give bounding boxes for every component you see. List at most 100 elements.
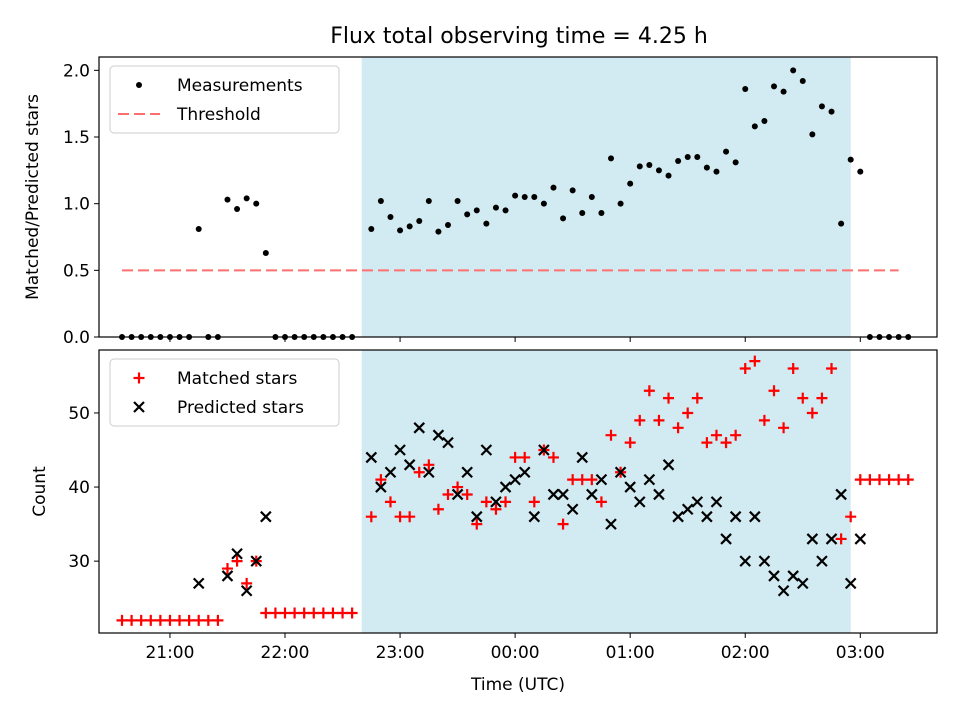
- matched-star-point: [758, 414, 770, 426]
- predicted-star-point: [768, 570, 780, 582]
- predicted-star-point: [633, 496, 646, 508]
- measurement-point: [569, 187, 576, 194]
- matched-star-point: [135, 614, 147, 626]
- predicted-star-point: [614, 466, 627, 479]
- matched-star-point: [605, 429, 617, 441]
- predicted-star-point: [413, 422, 426, 434]
- top-y-axis-label: Matched/Predicted stars: [23, 94, 43, 300]
- chart-title: Flux total observing time = 4.25 h: [330, 24, 708, 49]
- measurement-point: [464, 211, 471, 218]
- measurement-point: [531, 194, 538, 200]
- matched-star-point: [154, 614, 166, 626]
- measurement-point: [397, 227, 404, 234]
- measurement-point: [636, 163, 643, 170]
- predicted-star-point: [720, 533, 732, 545]
- x-tick-label: 01:00: [606, 643, 655, 663]
- predicted-star-point: [662, 459, 675, 471]
- matched-star-point: [691, 392, 703, 404]
- matched-star-point: [202, 614, 214, 626]
- matched-star-point: [826, 363, 838, 375]
- matched-star-point: [682, 407, 694, 419]
- measurement-point: [473, 207, 480, 214]
- matched-star-point: [634, 414, 646, 426]
- measurement-point: [588, 194, 595, 200]
- predicted-star-point: [825, 533, 838, 545]
- top-legend-box: [109, 65, 340, 134]
- measurement-point: [857, 168, 864, 175]
- matched-star-point: [816, 392, 828, 404]
- matched-star-point: [576, 474, 588, 486]
- x-axis-label: Time (UTC): [470, 675, 565, 695]
- predicted-star-point: [681, 503, 694, 516]
- measurement-point: [253, 200, 260, 207]
- predicted-star-point: [710, 496, 723, 508]
- matched-star-point: [490, 503, 502, 515]
- matched-star-point: [183, 614, 195, 626]
- matched-star-point: [365, 511, 377, 523]
- matched-star-point: [519, 451, 531, 463]
- bottom-legend: Matched stars Predicted stars: [109, 358, 340, 427]
- matched-star-point: [279, 607, 291, 619]
- legend-marker-predicted: [133, 401, 145, 413]
- measurement-point: [492, 204, 499, 211]
- predicted-star-point: [643, 473, 656, 486]
- matched-star-point: [653, 414, 665, 426]
- predicted-star-point: [231, 547, 243, 560]
- matched-star-point: [452, 481, 464, 493]
- predicted-star-point: [240, 584, 253, 597]
- bottom-series-1: [116, 355, 914, 626]
- matched-star-point: [269, 607, 281, 619]
- predicted-star-point: [518, 466, 531, 479]
- matched-star-point: [557, 518, 569, 530]
- predicted-star-point: [375, 481, 387, 493]
- matched-star-point: [672, 422, 684, 434]
- measurement-point: [742, 86, 749, 92]
- matched-star-point: [854, 474, 866, 486]
- matched-star-point: [289, 607, 301, 619]
- measurement-point: [771, 83, 778, 90]
- matched-star-point: [346, 607, 358, 619]
- measurement-point: [703, 164, 710, 171]
- predicted-star-point: [586, 488, 598, 501]
- matched-star-point: [739, 363, 751, 375]
- matched-star-point: [797, 392, 809, 404]
- predicted-star-point: [729, 510, 742, 523]
- predicted-star-point: [451, 488, 464, 501]
- predicted-star-point: [221, 570, 234, 582]
- predicted-star-point: [192, 577, 205, 590]
- matched-star-point: [730, 429, 742, 441]
- predicted-star-point: [442, 436, 454, 449]
- matched-star-point: [586, 474, 598, 486]
- bottom-y-tick-label: 40: [68, 478, 90, 498]
- measurement-point: [560, 215, 567, 222]
- matched-star-point: [873, 474, 885, 486]
- predicted-star-point: [394, 444, 406, 456]
- matched-star-point: [624, 437, 636, 449]
- measurement-point: [224, 196, 231, 203]
- measurement-point: [195, 226, 202, 232]
- measurement-point: [655, 167, 662, 174]
- measurement-point: [406, 223, 413, 230]
- predicted-star-point: [423, 466, 435, 479]
- predicted-star-point: [403, 459, 416, 471]
- top-y-tick-label: 1.0: [63, 195, 90, 215]
- measurement-point: [445, 222, 452, 228]
- measurement-point: [818, 103, 825, 110]
- top-y-tick-label: 1.5: [63, 128, 90, 148]
- matched-star-point: [768, 385, 780, 397]
- predicted-star-point: [777, 584, 790, 597]
- top-axes-frame: [98, 56, 938, 338]
- predicted-star-point: [557, 488, 569, 501]
- matched-star-point: [806, 407, 818, 419]
- matched-star-point: [423, 459, 435, 471]
- top-legend-label: Threshold: [176, 105, 261, 125]
- matched-star-point: [643, 385, 655, 397]
- measurement-point: [665, 172, 672, 179]
- predicted-star-point: [547, 488, 560, 501]
- predicted-star-point: [816, 555, 828, 567]
- predicted-star-point: [653, 488, 665, 501]
- x-tick-label: 03:00: [836, 643, 885, 663]
- measurement-point: [262, 250, 269, 256]
- measurement-point: [502, 207, 509, 214]
